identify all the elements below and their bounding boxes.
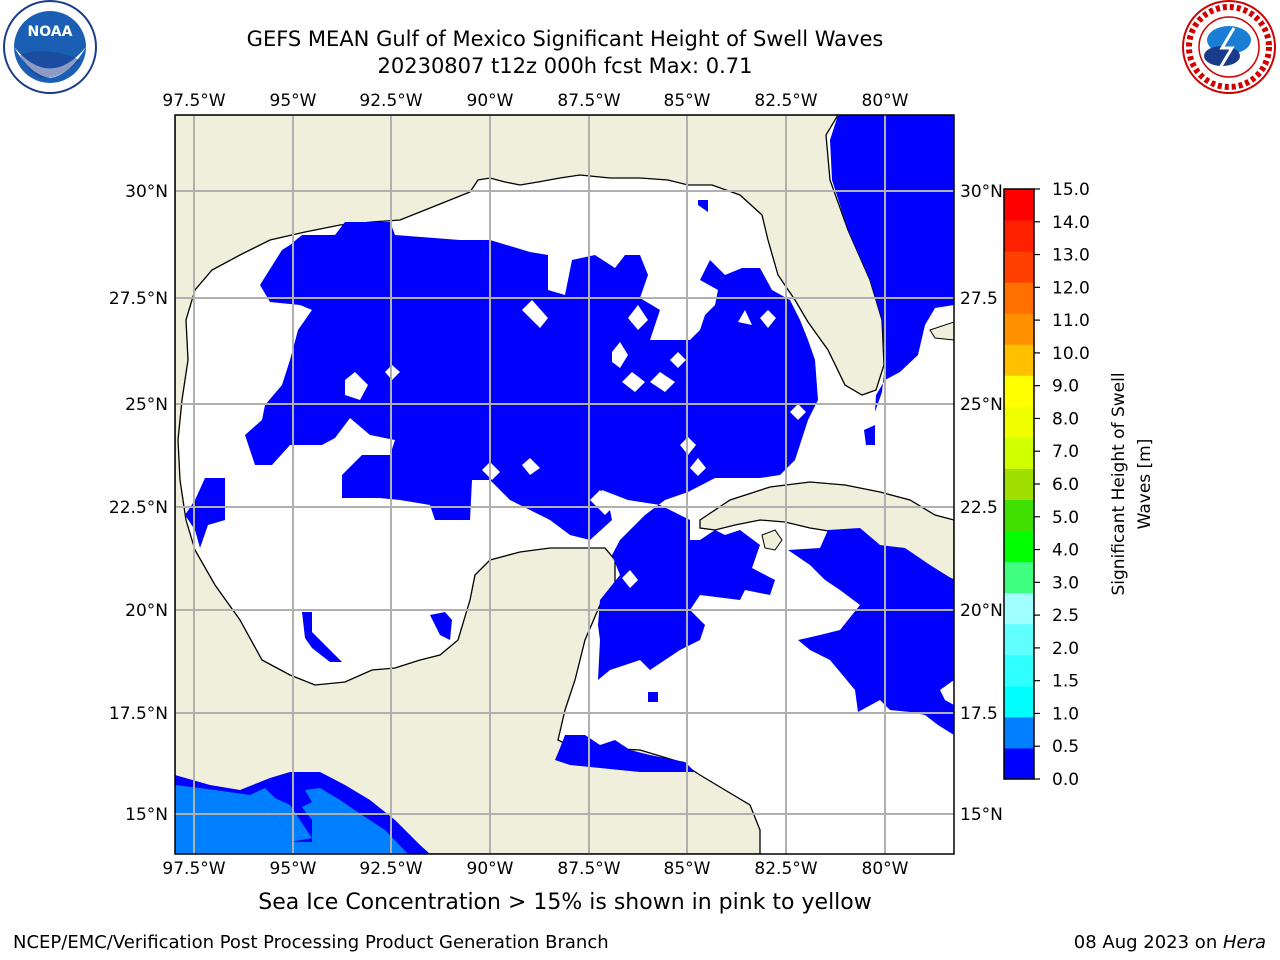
lon-label: 82.5°W <box>754 91 817 111</box>
colorbar-segment <box>1004 344 1034 376</box>
colorbar-tick-label: 2.5 <box>1052 606 1079 626</box>
map-subtitle-forecast: 20230807 t12z 000h fcst Max: 0.71 <box>377 54 753 78</box>
colorbar-segment <box>1004 251 1034 283</box>
lat-labels-right: 30°N 27.5 25°N 22.5 20°N 17.5 15°N <box>960 182 1003 825</box>
colorbar-label-line2: Waves [m] <box>1135 439 1155 530</box>
colorbar-segment <box>1004 685 1034 718</box>
graticule <box>175 115 954 854</box>
colorbar-segment <box>1004 189 1034 221</box>
noaa-logo-text: NOAA <box>28 24 73 40</box>
noaa-logo-icon: NOAA <box>3 0 97 94</box>
lat-label: 17.5 <box>960 704 998 724</box>
lon-label: 85°W <box>664 91 711 111</box>
lat-labels-left: 30°N 27.5°N 25°N 22.5°N 20°N 17.5°N 15°N <box>109 182 168 825</box>
colorbar-tick-label: 3.0 <box>1052 573 1079 593</box>
lon-label: 95°W <box>270 91 317 111</box>
lon-label: 90°W <box>467 91 514 111</box>
lat-label: 20°N <box>125 601 168 621</box>
colorbar-tick-label: 13.0 <box>1052 246 1090 266</box>
lon-label: 90°W <box>467 859 514 879</box>
colorbar-tick-label: 6.0 <box>1052 475 1079 495</box>
lat-label: 30°N <box>125 182 168 202</box>
lon-label: 85°W <box>664 859 711 879</box>
lon-labels-top: 97.5°W 95°W 92.5°W 90°W 87.5°W 85°W 82.5… <box>162 91 908 111</box>
lon-label: 80°W <box>862 91 909 111</box>
colorbar-label-line1: Significant Height of Swell <box>1109 372 1129 595</box>
colorbar-segment <box>1004 468 1034 501</box>
lon-label: 95°W <box>270 859 317 879</box>
colorbar-tick-label: 14.0 <box>1052 213 1090 233</box>
lat-label: 27.5 <box>960 289 998 309</box>
map-title: GEFS MEAN Gulf of Mexico Significant Hei… <box>246 27 884 51</box>
colorbar-segment <box>1004 313 1034 345</box>
colorbar-segment <box>1004 220 1034 252</box>
colorbar-segment <box>1004 437 1034 469</box>
lon-label: 97.5°W <box>162 91 225 111</box>
lon-label: 87.5°W <box>557 859 620 879</box>
colorbar-tick-label: 5.0 <box>1052 508 1079 528</box>
lat-label: 15°N <box>960 805 1003 825</box>
national-weather-service-logo-icon <box>1182 0 1276 94</box>
colorbar-segment <box>1004 499 1034 532</box>
lon-label: 87.5°W <box>557 91 620 111</box>
colorbar-tick-label: 7.0 <box>1052 442 1079 462</box>
lon-label: 80°W <box>862 859 909 879</box>
colorbar-tick-label: 8.0 <box>1052 409 1079 429</box>
colorbar-tick-label: 10.0 <box>1052 344 1090 364</box>
colorbar-tick-label: 9.0 <box>1052 377 1079 397</box>
map-frame <box>174 114 955 855</box>
colorbar <box>1004 189 1034 780</box>
colorbar-segment <box>1004 747 1034 780</box>
lat-label: 15°N <box>125 805 168 825</box>
colorbar-tick-label: 1.5 <box>1052 672 1079 692</box>
lon-label: 92.5°W <box>359 859 422 879</box>
lon-label: 82.5°W <box>754 859 817 879</box>
colorbar-segment <box>1004 716 1034 749</box>
colorbar-segment <box>1004 530 1034 563</box>
colorbar-tick-label: 0.0 <box>1052 770 1079 790</box>
colorbar-tick-label: 2.0 <box>1052 639 1079 659</box>
colorbar-tick-label: 4.0 <box>1052 541 1079 561</box>
lat-label: 22.5°N <box>109 498 168 518</box>
footer-date-text: 08 Aug 2023 on <box>1073 932 1223 953</box>
footer-organization: NCEP/EMC/Verification Post Processing Pr… <box>13 932 609 953</box>
colorbar-segment <box>1004 406 1034 438</box>
lat-label: 25°N <box>125 395 168 415</box>
lat-label: 30°N <box>960 182 1003 202</box>
colorbar-segment <box>1004 654 1034 687</box>
colorbar-tick-label: 15.0 <box>1052 180 1090 200</box>
lat-label: 17.5°N <box>109 704 168 724</box>
colorbar-tick-label: 1.0 <box>1052 704 1079 724</box>
colorbar-ticks: 0.0 0.5 1.0 1.5 2.0 2.5 3.0 4.0 5.0 6.0 7.0 8.0 9.0 1… <box>1034 180 1090 790</box>
colorbar-tick-label: 11.0 <box>1052 311 1090 331</box>
footer-date: 08 Aug 2023 on Hera <box>1074 932 1266 953</box>
colorbar-segment <box>1004 623 1034 656</box>
sea-ice-note: Sea Ice Concentration > 15% is shown in … <box>258 890 872 915</box>
colorbar-segment <box>1004 592 1034 625</box>
footer-host: Hera <box>1222 932 1266 953</box>
lon-label: 97.5°W <box>162 859 225 879</box>
colorbar-tick-label: 0.5 <box>1052 737 1079 757</box>
lat-label: 20°N <box>960 601 1003 621</box>
lat-label: 27.5°N <box>109 289 168 309</box>
lat-label: 22.5 <box>960 498 998 518</box>
colorbar-segment <box>1004 375 1034 407</box>
colorbar-segment <box>1004 561 1034 594</box>
lon-label: 92.5°W <box>359 91 422 111</box>
colorbar-segment <box>1004 282 1034 314</box>
lon-labels-bottom: 97.5°W 95°W 92.5°W 90°W 87.5°W 85°W 82.5… <box>162 859 908 879</box>
lat-label: 25°N <box>960 395 1003 415</box>
colorbar-tick-label: 12.0 <box>1052 278 1090 298</box>
